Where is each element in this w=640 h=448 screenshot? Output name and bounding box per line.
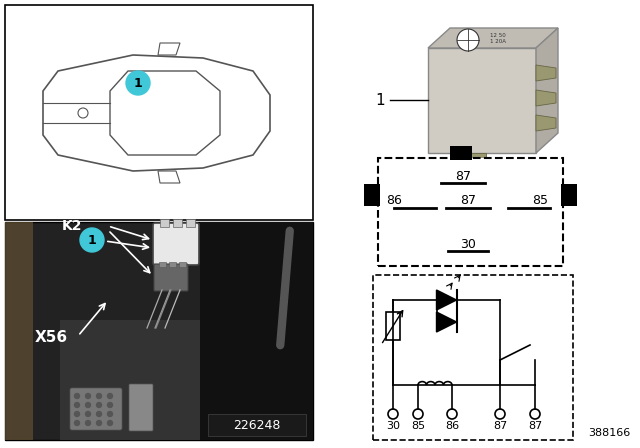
FancyArrowPatch shape	[280, 231, 290, 345]
Point	[167, 287, 175, 293]
Bar	[5, 5, 313, 220]
Circle shape	[97, 412, 102, 417]
Circle shape	[86, 412, 90, 417]
Point	[176, 287, 184, 293]
Circle shape	[74, 393, 79, 399]
Bar	[169, 262, 176, 267]
Line: 2 pts: 2 pts	[156, 290, 171, 328]
Text: X56: X56	[35, 331, 68, 345]
Text: 87: 87	[528, 421, 542, 431]
Text: 1: 1	[375, 92, 385, 108]
Point	[161, 325, 169, 331]
Line: 2 pts: 2 pts	[165, 290, 180, 328]
Point	[158, 287, 166, 293]
Bar	[160, 219, 169, 227]
Text: 85: 85	[411, 421, 425, 431]
Text: 1: 1	[134, 77, 142, 90]
Bar	[378, 158, 563, 266]
Bar	[450, 146, 472, 160]
Circle shape	[74, 402, 79, 408]
Polygon shape	[536, 28, 558, 153]
Line: 2 pts: 2 pts	[155, 290, 170, 328]
Polygon shape	[536, 65, 556, 81]
Circle shape	[108, 393, 113, 399]
Polygon shape	[470, 153, 486, 171]
Circle shape	[86, 393, 90, 399]
Bar	[159, 262, 166, 267]
Circle shape	[97, 402, 102, 408]
Polygon shape	[536, 90, 556, 106]
Text: 87: 87	[460, 194, 476, 207]
Circle shape	[86, 402, 90, 408]
Circle shape	[108, 412, 113, 417]
Bar	[208, 414, 306, 436]
Bar	[60, 320, 200, 440]
Text: 30: 30	[460, 237, 476, 250]
Circle shape	[74, 412, 79, 417]
Polygon shape	[436, 290, 456, 310]
Bar	[428, 48, 536, 153]
Point	[152, 325, 160, 331]
Bar	[173, 219, 182, 227]
Polygon shape	[536, 115, 556, 131]
Polygon shape	[436, 312, 456, 332]
Circle shape	[108, 402, 113, 408]
Text: 30: 30	[386, 421, 400, 431]
Bar	[364, 184, 380, 206]
Text: 85: 85	[532, 194, 548, 207]
Text: 86: 86	[386, 194, 402, 207]
Bar	[200, 222, 313, 440]
FancyBboxPatch shape	[129, 384, 153, 431]
Polygon shape	[428, 28, 558, 48]
Text: K2: K2	[62, 219, 83, 233]
Line: 2 pts: 2 pts	[147, 290, 162, 328]
Bar	[386, 312, 400, 340]
Text: 226248: 226248	[234, 418, 281, 431]
Point	[166, 287, 174, 293]
Text: 388166: 388166	[588, 428, 630, 438]
Point	[143, 325, 151, 331]
Circle shape	[126, 71, 150, 95]
Text: 87: 87	[455, 169, 471, 182]
Circle shape	[86, 421, 90, 426]
Circle shape	[97, 421, 102, 426]
Bar	[561, 184, 577, 206]
FancyBboxPatch shape	[154, 264, 188, 291]
Bar	[373, 275, 573, 440]
FancyBboxPatch shape	[153, 223, 199, 265]
Circle shape	[457, 29, 479, 51]
Circle shape	[97, 393, 102, 399]
Bar	[5, 222, 33, 440]
Text: 1: 1	[88, 233, 97, 246]
FancyBboxPatch shape	[70, 388, 122, 430]
Bar	[179, 262, 186, 267]
Point	[151, 325, 159, 331]
Circle shape	[108, 421, 113, 426]
Bar	[186, 219, 195, 227]
Text: 87: 87	[493, 421, 507, 431]
Text: 12 50: 12 50	[490, 33, 506, 38]
Circle shape	[80, 228, 104, 252]
Circle shape	[74, 421, 79, 426]
Text: 86: 86	[445, 421, 459, 431]
Bar	[5, 222, 313, 440]
Text: 1 20A: 1 20A	[490, 39, 506, 43]
